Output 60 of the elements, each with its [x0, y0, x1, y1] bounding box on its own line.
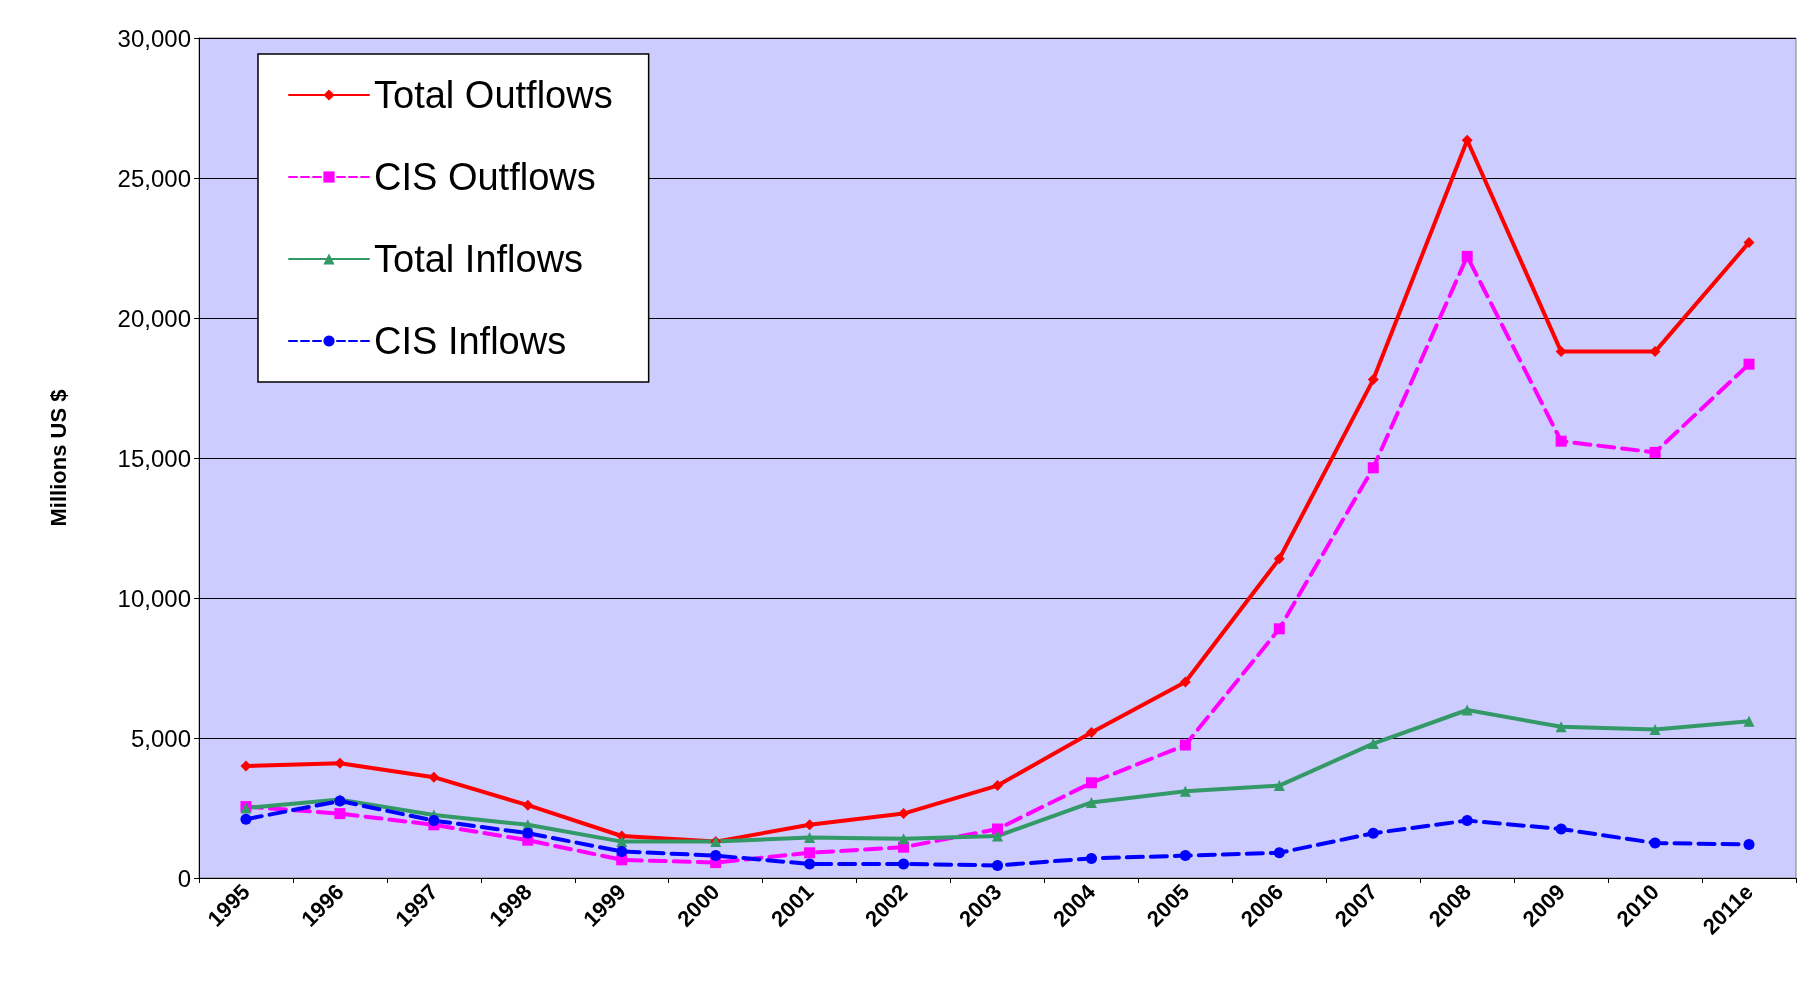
point — [1085, 796, 1097, 808]
point — [1461, 815, 1473, 827]
point — [1649, 446, 1661, 458]
point — [1555, 721, 1567, 733]
point — [804, 831, 816, 843]
point — [1179, 785, 1191, 797]
point — [1085, 852, 1097, 864]
point — [522, 799, 534, 811]
y-tick-label: 0 — [177, 864, 191, 892]
point — [1649, 837, 1661, 849]
point — [1273, 623, 1285, 635]
point — [1743, 358, 1755, 370]
y-axis-title: Millions US $ — [45, 389, 71, 527]
point — [1743, 838, 1755, 850]
point — [1555, 435, 1567, 447]
point — [1367, 462, 1379, 474]
point — [1555, 823, 1567, 835]
legend-label: CIS Inflows — [374, 320, 567, 362]
point — [992, 780, 1003, 792]
y-tick-label: 5,000 — [130, 724, 191, 752]
y-tick-label: 15,000 — [117, 444, 191, 472]
point — [1085, 777, 1097, 789]
point — [1179, 676, 1191, 688]
legend-label: Total Inflows — [374, 238, 584, 280]
y-tick-label: 10,000 — [117, 584, 191, 612]
point — [710, 850, 722, 862]
point — [1367, 827, 1379, 839]
point — [616, 845, 628, 857]
point — [898, 833, 910, 845]
y-tick-label: 25,000 — [117, 164, 191, 192]
point — [1273, 847, 1285, 859]
point — [1649, 724, 1661, 736]
point — [240, 813, 252, 825]
point — [1179, 850, 1191, 862]
y-tick-label: 30,000 — [117, 24, 191, 52]
point — [428, 815, 440, 827]
point — [1743, 236, 1755, 248]
point — [1367, 374, 1379, 386]
legend-label: CIS Outflows — [374, 156, 596, 198]
point — [898, 808, 910, 820]
point — [992, 859, 1003, 871]
point — [1179, 739, 1191, 751]
point — [804, 847, 816, 859]
point — [992, 823, 1003, 835]
point — [1461, 250, 1473, 262]
point — [334, 808, 346, 820]
point — [1085, 726, 1097, 738]
y-tick-label: 20,000 — [117, 304, 191, 332]
point — [1461, 134, 1473, 146]
point — [428, 771, 440, 783]
point — [1273, 553, 1285, 565]
point — [1367, 738, 1379, 750]
point — [992, 830, 1003, 842]
point — [1461, 704, 1473, 716]
point — [1273, 780, 1285, 792]
point — [804, 858, 816, 870]
point — [1743, 715, 1755, 727]
point — [898, 858, 910, 870]
point — [522, 827, 534, 839]
legend-label: Total Outflows — [374, 74, 613, 116]
